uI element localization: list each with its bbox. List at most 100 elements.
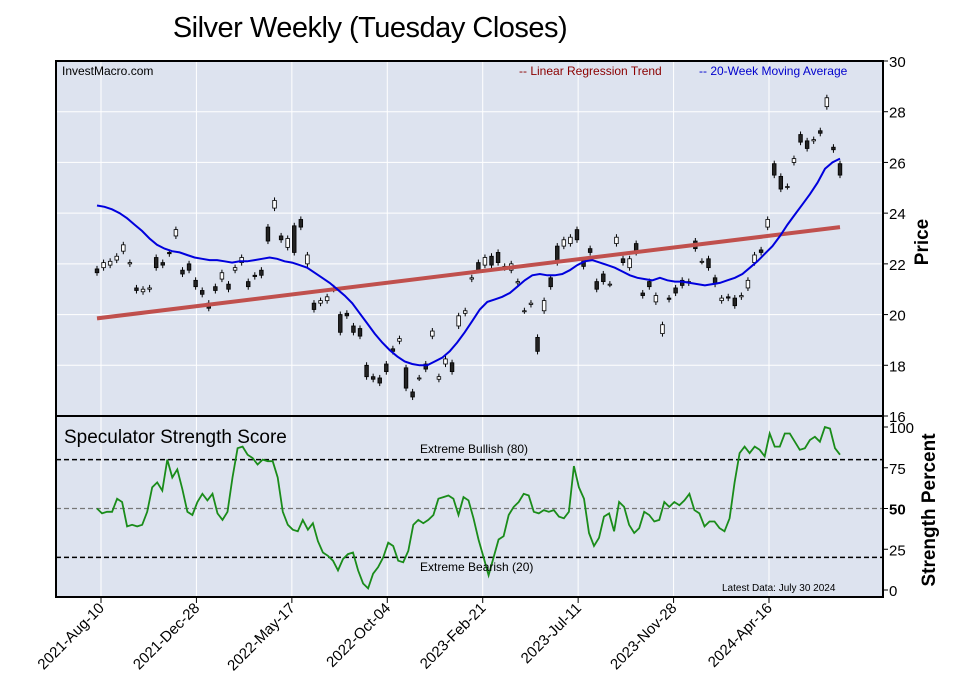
- candle-body: [180, 269, 185, 275]
- candle-body: [292, 225, 297, 253]
- x-tick-label: 2021-Dec-28: [130, 600, 203, 673]
- candle-body: [403, 367, 409, 389]
- candle-body: [127, 262, 133, 265]
- candle-body: [456, 315, 461, 327]
- candle-body: [239, 257, 244, 263]
- x-tick-label: 2023-Feb-21: [417, 600, 490, 673]
- candle-body: [278, 235, 284, 241]
- x-tick-label: 2022-May-17: [224, 600, 299, 675]
- candle-body: [232, 267, 238, 271]
- candle-body: [699, 260, 705, 263]
- chart-title: Silver Weekly (Tuesday Closes): [172, 12, 568, 44]
- candle-body: [311, 302, 317, 310]
- candle-body: [653, 295, 659, 303]
- candle-body: [824, 97, 830, 108]
- candle-body: [804, 140, 810, 149]
- strength-y-tick-label: 50: [889, 502, 906, 519]
- candle-body: [219, 272, 225, 280]
- candle-body: [252, 274, 258, 277]
- candle-body: [226, 283, 231, 290]
- candle-body: [384, 363, 389, 373]
- candle-body: [614, 236, 619, 244]
- candle-body: [147, 287, 152, 290]
- candle-body: [305, 254, 310, 265]
- candle-body: [758, 249, 764, 253]
- extreme-bearish-label: Extreme Bearish (20): [420, 560, 533, 574]
- candle-body: [193, 279, 198, 288]
- candle-body: [351, 325, 356, 333]
- candle-body: [160, 262, 165, 266]
- candle-body: [397, 338, 402, 342]
- price-y-tick-label: 22: [889, 257, 906, 274]
- x-tick-label: 2022-Oct-04: [323, 600, 394, 671]
- candle-body: [522, 310, 527, 313]
- x-tick-label: 2023-Nov-28: [607, 600, 680, 673]
- candle-body: [831, 146, 836, 151]
- candle-body: [410, 391, 415, 398]
- candle-body: [416, 377, 422, 380]
- strength-score-line: [96, 425, 841, 591]
- candle-body: [548, 277, 553, 288]
- price-y-tick-label: 30: [889, 54, 906, 71]
- candle-body: [594, 281, 599, 290]
- x-tick-label: 2023-Jul-11: [518, 600, 585, 667]
- candle-body: [265, 226, 271, 242]
- strength-axis-label: Strength Percent: [919, 433, 940, 587]
- strength-y-tick-label: 0: [889, 583, 897, 600]
- candle-body: [272, 200, 277, 209]
- candle-body: [324, 296, 330, 302]
- strength-y-tick-label: 75: [889, 461, 906, 478]
- strength-panel-title: Speculator Strength Score: [64, 427, 287, 448]
- price-y-tick-label: 26: [889, 155, 906, 172]
- candle-body: [443, 358, 448, 365]
- candle-body: [739, 295, 744, 298]
- price-y-tick-label: 16: [889, 409, 906, 426]
- candle-body: [732, 297, 737, 307]
- candle-body: [772, 163, 777, 176]
- x-tick-label: 2024-Apr-16: [705, 600, 776, 671]
- candle-body: [647, 281, 652, 288]
- candle-body: [818, 130, 823, 134]
- candle-body: [719, 297, 724, 302]
- candle-body: [436, 376, 442, 380]
- candle-body: [377, 377, 382, 384]
- candle-body: [469, 277, 474, 280]
- candle-body: [107, 260, 113, 266]
- candle-body: [528, 302, 534, 305]
- price-axis-label: Price: [912, 219, 933, 265]
- candle-body: [627, 258, 632, 269]
- candle-body: [285, 238, 290, 248]
- price-y-tick-label: 28: [889, 105, 906, 122]
- candle-body: [200, 290, 205, 295]
- candle-body: [811, 139, 816, 142]
- candle-body: [785, 186, 790, 188]
- price-y-tick-label: 24: [889, 206, 906, 223]
- candle-body: [726, 296, 731, 299]
- x-tick-label: 2021-Aug-10: [34, 600, 107, 673]
- candle-body: [561, 239, 567, 247]
- candle-body: [94, 268, 100, 274]
- candle-body: [489, 255, 494, 266]
- candle-body: [364, 364, 369, 378]
- candle-body: [153, 257, 159, 269]
- candle-body: [765, 219, 770, 228]
- candle-body: [318, 300, 323, 304]
- candle-body: [476, 262, 481, 271]
- candle-body: [167, 252, 172, 255]
- candle-body: [173, 229, 179, 237]
- watermark: InvestMacro.com: [62, 64, 153, 78]
- candle-body: [837, 163, 843, 176]
- strength-y-tick-label: 25: [889, 542, 906, 559]
- candle-body: [482, 257, 488, 266]
- candle-body: [423, 363, 428, 370]
- candle-body: [791, 158, 797, 163]
- candle-body: [186, 263, 192, 271]
- strength-panel: 0 25 50 75 100: [55, 415, 914, 600]
- strength-y-tick-label: 100: [889, 420, 914, 437]
- candle-body: [660, 324, 665, 334]
- candle-body: [587, 248, 593, 253]
- candle-body: [495, 252, 501, 263]
- candle-body: [101, 262, 106, 269]
- candle-body: [601, 273, 606, 283]
- regression-trend-line: [96, 225, 841, 321]
